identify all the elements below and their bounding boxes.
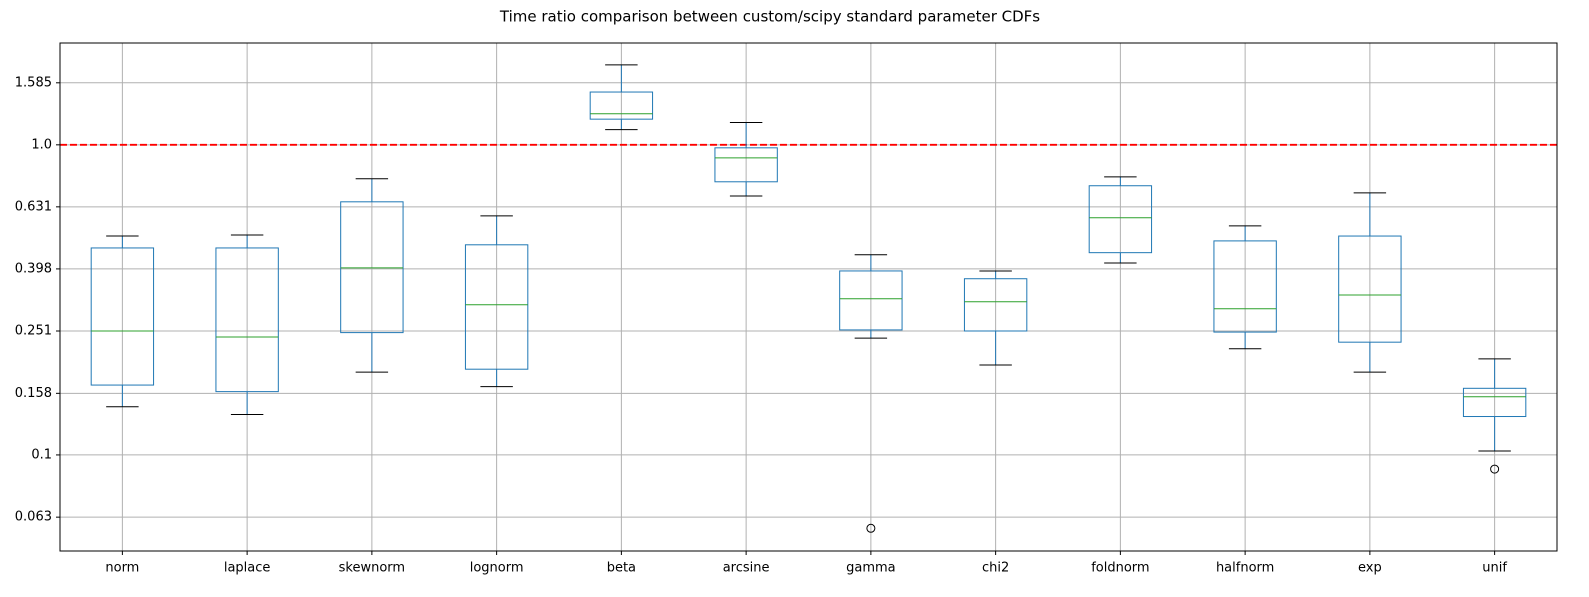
y-tick-label: 0.1 <box>31 447 52 462</box>
y-tick-label: 1.0 <box>31 137 52 152</box>
box <box>589 91 654 120</box>
outlier <box>1490 464 1500 474</box>
x-tick-label: halfnorm <box>1216 561 1274 576</box>
chart-title: Time ratio comparison between custom/sci… <box>499 8 1040 26</box>
x-tick-label: laplace <box>224 561 271 576</box>
x-tick-label: exp <box>1358 561 1382 576</box>
y-tick-label: 0.063 <box>15 510 52 525</box>
box <box>90 247 155 386</box>
box <box>963 278 1028 332</box>
x-tick-label: norm <box>105 561 139 576</box>
x-tick-label: gamma <box>846 561 896 576</box>
box <box>1338 235 1402 343</box>
x-tick-label: chi2 <box>982 561 1009 576</box>
outlier <box>866 523 876 533</box>
x-tick-label: skewnorm <box>339 561 405 576</box>
box <box>464 244 529 370</box>
box <box>215 247 279 393</box>
y-tick-label: 1.585 <box>15 75 52 90</box>
y-tick-label: 0.158 <box>15 386 52 401</box>
y-tick-label: 0.398 <box>15 261 52 276</box>
x-tick-label: arcsine <box>723 561 770 576</box>
box <box>340 201 404 334</box>
box <box>839 270 903 331</box>
box <box>1462 387 1527 418</box>
x-tick-label: lognorm <box>470 561 524 576</box>
x-tick-label: unif <box>1482 561 1507 576</box>
x-tick-label: beta <box>607 561 636 576</box>
box <box>1088 185 1153 254</box>
box <box>1213 240 1277 333</box>
y-tick-label: 0.251 <box>15 323 52 338</box>
plot-frame <box>59 42 1558 552</box>
box <box>714 147 778 183</box>
y-tick-label: 0.631 <box>15 199 52 214</box>
x-tick-label: foldnorm <box>1091 561 1149 576</box>
